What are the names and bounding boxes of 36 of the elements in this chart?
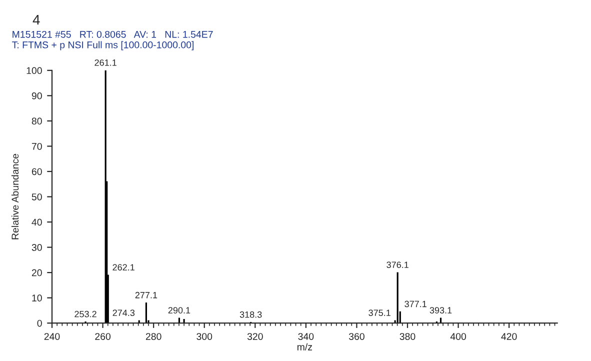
x-tick-label: 240: [44, 333, 60, 340]
y-axis-title: Relative Abundance: [11, 154, 19, 240]
annotation: 377.1: [404, 300, 426, 308]
annotation: 318.3: [240, 311, 262, 318]
annotation: 375.1: [368, 310, 390, 316]
chart-title: 4: [32, 14, 40, 25]
y-tick-label: 10: [32, 294, 42, 302]
x-tick-label: 260: [95, 333, 111, 340]
y-tick-label: 30: [32, 244, 42, 251]
x-tick-label: 420: [501, 333, 517, 340]
y-tick-label: 0: [37, 320, 42, 327]
y-tick-label: 100: [26, 67, 42, 74]
y-tick-label: 70: [32, 142, 42, 150]
annotation: 290.1: [168, 307, 190, 314]
x-tick-label: 340: [298, 333, 314, 340]
y-tick-label: 60: [32, 168, 42, 176]
x-tick-label: 380: [400, 333, 416, 340]
chart-subtitle: M151521 #55 RT: 0.8065 AV: 1 NL: 1.54E7 T: FTMS + p NSI Full ms [100.00-1000.00]: [12, 30, 213, 50]
x-axis-title: m/z: [297, 343, 312, 350]
annotation: 376.1: [386, 262, 408, 268]
y-tick-label: 40: [32, 218, 42, 226]
y-tick-label: 90: [32, 92, 42, 100]
annotation: 393.1: [430, 307, 452, 314]
annotation: 274.3: [112, 310, 135, 316]
x-tick-label: 360: [348, 333, 364, 340]
annotation: 277.1: [135, 292, 158, 298]
y-tick-label: 20: [32, 269, 42, 276]
annotation: 262.1: [112, 264, 134, 271]
x-tick-label: 400: [450, 333, 466, 340]
x-tick-label: 300: [196, 333, 212, 340]
y-tick-label: 50: [32, 193, 42, 200]
x-tick-label: 320: [247, 333, 263, 340]
annotation: 253.2: [74, 310, 96, 318]
y-tick-label: 80: [32, 118, 42, 125]
annotation: 261.1: [94, 59, 116, 66]
x-tick-label: 280: [146, 333, 162, 340]
